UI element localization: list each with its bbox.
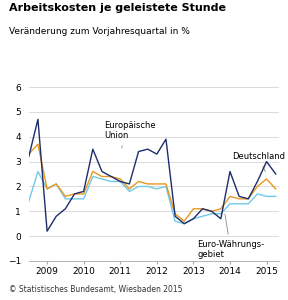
Text: Deutschland: Deutschland (232, 152, 285, 172)
Text: © Statistisches Bundesamt, Wiesbaden 2015: © Statistisches Bundesamt, Wiesbaden 201… (9, 285, 182, 294)
Text: Euro-Währungs-
gebiet: Euro-Währungs- gebiet (197, 214, 264, 259)
Text: Europäische
Union: Europäische Union (104, 121, 156, 148)
Text: Arbeitskosten je geleistete Stunde: Arbeitskosten je geleistete Stunde (9, 3, 226, 13)
Text: Veränderung zum Vorjahresquartal in %: Veränderung zum Vorjahresquartal in % (9, 27, 190, 36)
